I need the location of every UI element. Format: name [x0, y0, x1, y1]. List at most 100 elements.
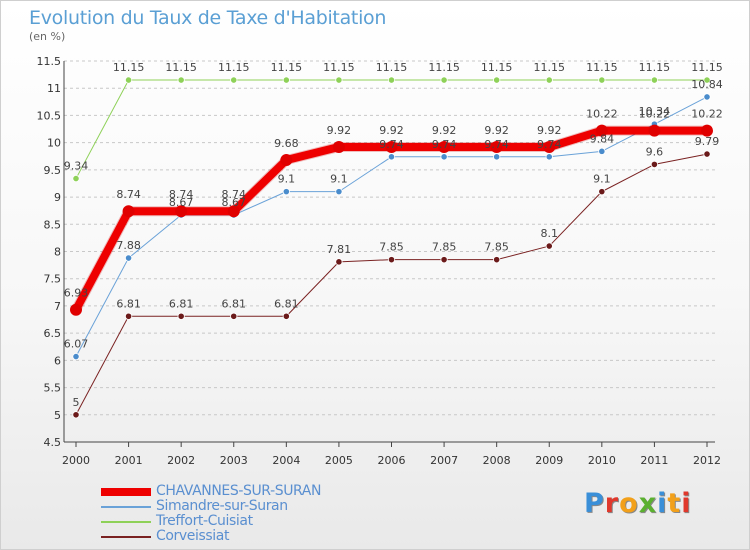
data-label-treffort-cuisiat: 11.15: [428, 61, 460, 74]
proxiti-logo: Proxiti: [584, 488, 692, 519]
legend-label-simandre-sur-suran: Simandre-sur-Suran: [156, 498, 288, 514]
y-tick-label: 11.5: [37, 55, 62, 68]
data-label-simandre-sur-suran: 9.74: [484, 138, 509, 151]
data-point-corveissiat: [703, 150, 711, 158]
data-label-simandre-sur-suran: 9.74: [537, 138, 562, 151]
data-point-treffort-cuisiat: [493, 76, 501, 84]
data-point-treffort-cuisiat: [650, 76, 659, 84]
y-tick-label: 8.5: [44, 218, 62, 231]
data-point-treffort-cuisiat: [335, 76, 343, 84]
data-label-chavannes-sur-suran: 9.92: [537, 124, 562, 137]
legend-item-treffort-cuisiat: Treffort-Cuisiat: [101, 513, 401, 530]
data-point-chavannes-sur-suran: [438, 140, 451, 153]
legend: CHAVANNES-SUR-SURAN Simandre-sur-Suran Tre…: [101, 483, 401, 545]
data-label-corveissiat: 6.81: [169, 297, 194, 310]
data-point-chavannes-sur-suran: [385, 140, 398, 153]
logo-letter: r: [604, 488, 620, 519]
x-tick-label: 2008: [483, 454, 511, 467]
data-label-simandre-sur-suran: 8.67: [222, 196, 247, 209]
legend-item-chavannes-sur-suran: CHAVANNES-SUR-SURAN: [101, 483, 401, 500]
data-label-simandre-sur-suran: 10.34: [639, 105, 671, 118]
y-tick-label: 4.5: [44, 436, 62, 449]
data-label-treffort-cuisiat: 11.15: [691, 61, 723, 74]
x-tick-label: 2011: [640, 454, 668, 467]
data-label-treffort-cuisiat: 11.15: [165, 61, 197, 74]
data-label-simandre-sur-suran: 10.84: [691, 78, 723, 91]
data-label-treffort-cuisiat: 11.15: [586, 61, 618, 74]
line-chart: 4.5 5 5.5 6 6.5 7 7.5 8 8.5 9 9.5 10 10.5 11 11.5 2000 2…: [37, 55, 723, 467]
data-label-corveissiat: 6.81: [116, 297, 141, 310]
data-point-treffort-cuisiat: [598, 76, 606, 84]
y-tick-label: 5: [54, 409, 61, 422]
legend-item-simandre-sur-suran: Simandre-sur-Suran: [101, 498, 401, 515]
data-point-chavannes-sur-suran: [70, 303, 82, 316]
y-tick-label: 10: [47, 137, 61, 150]
data-point-treffort-cuisiat: [72, 174, 80, 183]
data-point-corveissiat: [440, 256, 448, 264]
logo-letter: t: [667, 488, 682, 519]
data-label-treffort-cuisiat: 11.15: [481, 61, 513, 74]
data-label-treffort-cuisiat: 11.15: [376, 61, 408, 74]
data-label-corveissiat: 9.1: [593, 173, 611, 186]
data-point-chavannes-sur-suran: [122, 205, 135, 218]
data-point-simandre-sur-suran: [703, 93, 711, 101]
data-label-chavannes-sur-suran: 8.74: [222, 188, 247, 201]
data-label-treffort-cuisiat: 9.34: [64, 160, 89, 173]
data-point-chavannes-sur-suran: [332, 140, 345, 153]
data-point-corveissiat: [493, 256, 501, 264]
data-label-chavannes-sur-suran: 10.22: [586, 108, 618, 121]
data-label-chavannes-sur-suran: 10.22: [639, 108, 671, 121]
data-label-corveissiat: 7.85: [432, 241, 457, 254]
data-label-corveissiat: 7.81: [327, 243, 352, 256]
data-label-treffort-cuisiat: 11.15: [323, 61, 355, 74]
data-label-simandre-sur-suran: 6.07: [64, 338, 89, 351]
data-point-chavannes-sur-suran: [701, 124, 713, 137]
data-point-simandre-sur-suran: [493, 153, 501, 161]
data-label-chavannes-sur-suran: 9.92: [432, 124, 457, 137]
data-point-treffort-cuisiat: [282, 76, 290, 84]
logo-letter: o: [619, 488, 639, 519]
data-label-corveissiat: 7.85: [379, 241, 404, 254]
data-point-treffort-cuisiat: [703, 76, 711, 84]
data-point-treffort-cuisiat: [440, 76, 448, 84]
data-label-simandre-sur-suran: 9.1: [278, 173, 296, 186]
legend-swatch-treffort-cuisiat: [101, 521, 151, 523]
y-tick-label: 6: [54, 354, 61, 367]
x-tick-label: 2007: [430, 454, 458, 467]
logo-letter: P: [584, 488, 605, 519]
data-label-chavannes-sur-suran: 6.93: [64, 287, 89, 300]
data-point-corveissiat: [650, 160, 659, 169]
y-tick-label: 9.5: [44, 164, 62, 177]
data-point-treffort-cuisiat: [545, 76, 553, 84]
data-point-simandre-sur-suran: [545, 153, 553, 161]
data-label-chavannes-sur-suran: 9.92: [484, 124, 509, 137]
data-point-chavannes-sur-suran: [490, 140, 503, 153]
data-point-corveissiat: [598, 188, 606, 196]
legend-label-corveissiat: Corveissiat: [156, 528, 230, 544]
data-label-corveissiat: 8.1: [541, 227, 559, 240]
x-tick-label: 2004: [272, 454, 300, 467]
data-label-chavannes-sur-suran: 9.92: [327, 124, 352, 137]
y-tick-label: 8: [54, 246, 61, 259]
x-tick-label: 2006: [378, 454, 406, 467]
data-point-corveissiat: [72, 411, 80, 419]
data-label-simandre-sur-suran: 7.88: [116, 239, 141, 252]
chart-subtitle: (en %): [29, 30, 66, 43]
data-point-simandre-sur-suran: [72, 352, 80, 361]
y-tick-label: 10.5: [37, 109, 62, 122]
data-label-treffort-cuisiat: 11.15: [639, 61, 671, 74]
data-label-treffort-cuisiat: 11.15: [218, 61, 250, 74]
data-label-corveissiat: 6.81: [222, 297, 247, 310]
x-tick-label: 2000: [62, 454, 90, 467]
data-point-simandre-sur-suran: [124, 254, 133, 262]
legend-swatch-chavannes-sur-suran: [101, 488, 151, 496]
data-label-corveissiat: 5: [73, 396, 80, 409]
y-tick-label: 7: [54, 300, 61, 313]
data-point-treffort-cuisiat: [124, 76, 133, 84]
x-tick-label: 2002: [167, 454, 195, 467]
legend-label-treffort-cuisiat: Treffort-Cuisiat: [156, 513, 253, 529]
data-label-simandre-sur-suran: 9.1: [330, 173, 348, 186]
x-tick-label: 2003: [220, 454, 248, 467]
legend-label-chavannes-sur-suran: CHAVANNES-SUR-SURAN: [156, 483, 322, 499]
